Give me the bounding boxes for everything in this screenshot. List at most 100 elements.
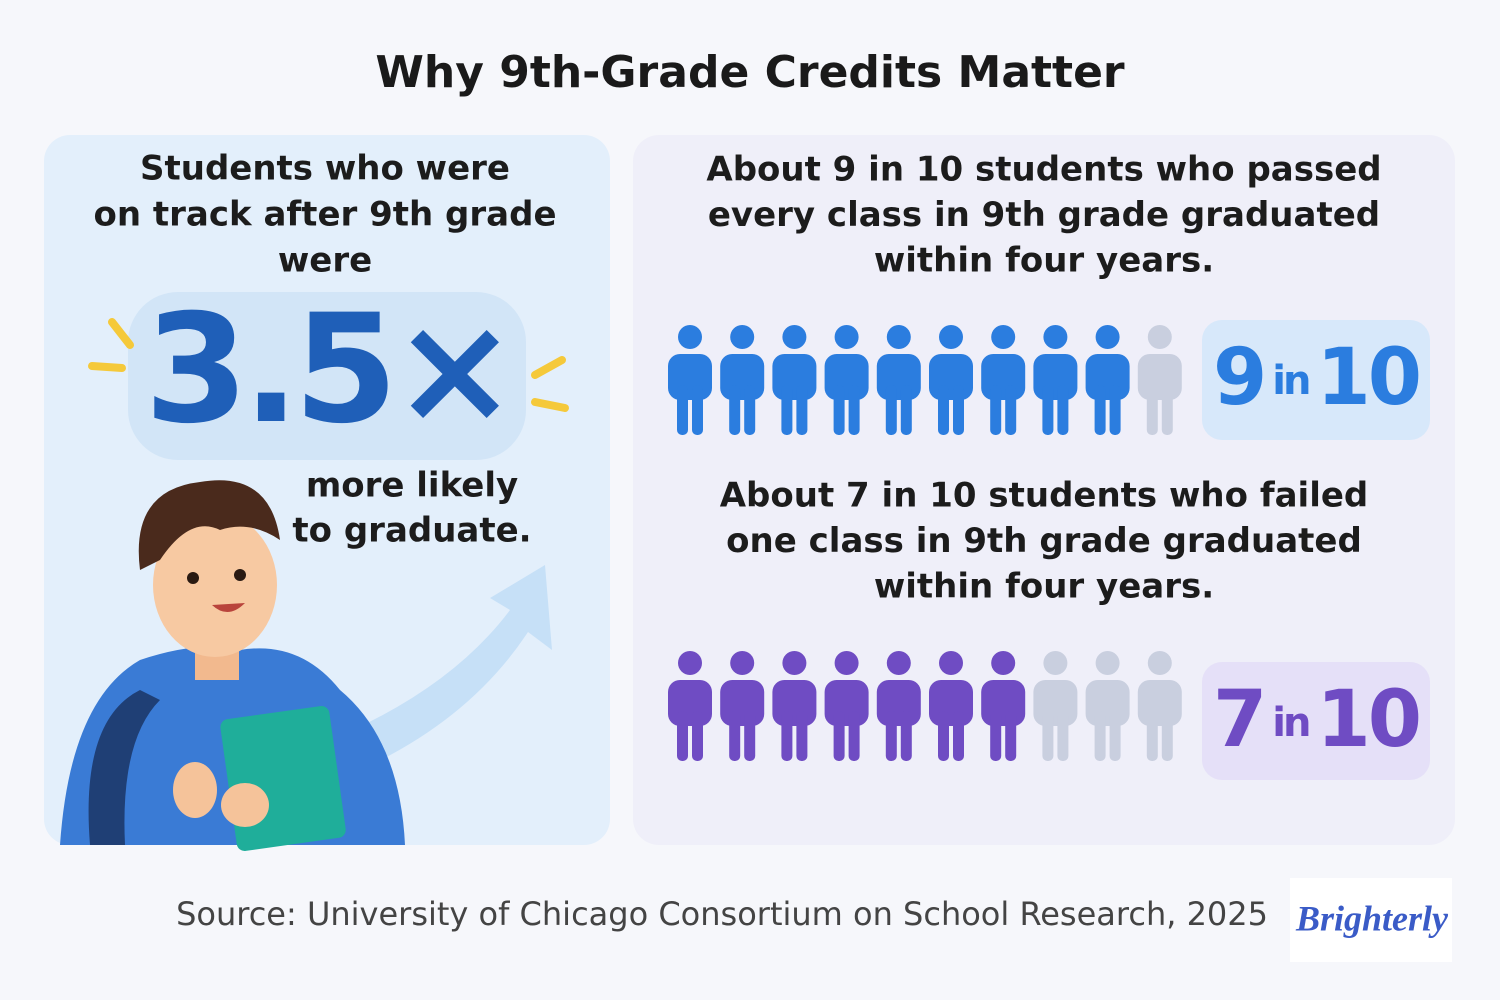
badge-part: 10 <box>1316 675 1419 765</box>
sparkles <box>88 318 569 412</box>
person-icon <box>876 651 921 761</box>
icon-body <box>1033 354 1078 400</box>
caption-line: more likely <box>306 466 518 506</box>
heading-line: were <box>278 241 372 281</box>
icon-leg <box>885 385 897 435</box>
brand: Brighterly <box>1295 898 1449 938</box>
icon-leg <box>1109 711 1121 761</box>
icon-head <box>834 325 859 349</box>
student-illustration <box>60 480 552 851</box>
icon-body <box>929 354 973 400</box>
backpack-strap <box>88 690 160 845</box>
stat-line: one class in 9th grade graduated <box>726 521 1362 561</box>
icon-body <box>772 680 817 726</box>
icon-head <box>1147 651 1172 675</box>
icon-leg <box>900 385 912 435</box>
hair <box>138 480 280 570</box>
person-icon <box>1137 651 1182 761</box>
source: Source: University of Chicago Consortium… <box>176 895 1268 933</box>
icon-leg <box>796 711 808 761</box>
icon-leg <box>729 711 741 761</box>
icon-leg <box>885 711 897 761</box>
growth-arrow <box>330 565 552 770</box>
sparkle <box>108 318 134 349</box>
icon-head <box>730 651 755 675</box>
icon-head <box>1095 325 1120 349</box>
person-icon <box>772 325 817 435</box>
icon-head <box>991 651 1016 675</box>
icon-head <box>782 325 807 349</box>
icon-leg <box>833 385 845 435</box>
face <box>153 513 277 657</box>
heading-line: Students who were <box>140 149 510 189</box>
eye <box>234 569 246 581</box>
icon-head <box>678 325 702 349</box>
icon-head <box>939 325 963 349</box>
badge-part: in <box>1272 358 1309 404</box>
icon-body <box>824 680 869 726</box>
stat-line: About 7 in 10 students who failed <box>720 476 1369 516</box>
icon-head <box>886 651 911 675</box>
person-icon <box>981 651 1026 761</box>
sparkle <box>531 398 569 412</box>
icon-leg <box>848 385 860 435</box>
icon-body <box>1085 354 1130 400</box>
icon-head <box>1043 651 1068 675</box>
icon-leg <box>953 385 964 435</box>
person-icon <box>720 325 765 435</box>
icon-leg <box>1057 385 1069 435</box>
hand <box>173 762 217 818</box>
icon-leg <box>1094 711 1106 761</box>
person-icon <box>1085 651 1130 761</box>
person-icon <box>1033 651 1078 761</box>
person-icon <box>668 325 712 435</box>
person-icon <box>772 651 817 761</box>
icon-body <box>720 680 765 726</box>
person-icon <box>929 651 973 761</box>
icon-head <box>991 325 1016 349</box>
hand <box>221 783 269 827</box>
icon-leg <box>729 385 741 435</box>
person-icon <box>929 325 973 435</box>
badge-part: in <box>1272 700 1309 746</box>
icon-leg <box>938 385 949 435</box>
icon-leg <box>1109 385 1121 435</box>
icon-head <box>678 651 702 675</box>
icon-body <box>1033 680 1078 726</box>
icon-head <box>886 325 911 349</box>
person-icon <box>824 651 869 761</box>
caption-line: to graduate. <box>292 511 531 551</box>
icon-body <box>876 354 921 400</box>
icon-head <box>1147 325 1172 349</box>
icon-head <box>782 651 807 675</box>
icon-leg <box>833 711 845 761</box>
icon-head <box>730 325 755 349</box>
left-caption: more likely to graduate. <box>292 466 531 551</box>
icon-leg <box>744 385 756 435</box>
sparkle <box>88 362 126 372</box>
stat-line: every class in 9th grade graduated <box>708 195 1380 235</box>
icon-body <box>981 680 1026 726</box>
icon-leg <box>938 711 949 761</box>
person-icon <box>668 651 712 761</box>
icon-leg <box>1094 385 1106 435</box>
icon-leg <box>781 385 793 435</box>
title: Why 9th-Grade Credits Matter <box>375 47 1125 98</box>
icon-head <box>939 651 963 675</box>
badge-text: 9 in 10 <box>1213 333 1419 423</box>
icon-body <box>1085 680 1130 726</box>
multiplier-blob <box>128 292 526 460</box>
icon-leg <box>848 711 860 761</box>
person-icon <box>1137 325 1182 435</box>
icon-leg <box>677 711 688 761</box>
left-heading: Students who were on track after 9th grad… <box>93 149 556 281</box>
icon-leg <box>990 711 1002 761</box>
person-icon <box>720 651 765 761</box>
stat-line: within four years. <box>874 241 1214 281</box>
smile <box>212 603 245 613</box>
badge <box>1202 320 1430 440</box>
icon-body <box>981 354 1026 400</box>
icon-leg <box>692 385 703 435</box>
icon-body <box>1137 354 1182 400</box>
